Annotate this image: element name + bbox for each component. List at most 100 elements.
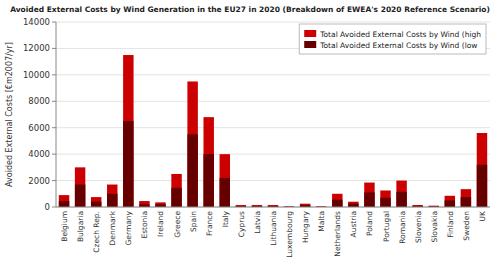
legend-swatch	[304, 30, 316, 37]
tick-label: Denmark	[108, 210, 117, 245]
title: Avoided External Costs by Wind Generatio…	[10, 5, 490, 14]
bar	[123, 121, 133, 207]
bar	[155, 202, 165, 207]
tick-label: UK	[478, 210, 487, 221]
axis-line	[56, 22, 57, 207]
tick-label: 4000	[28, 149, 50, 159]
tick-label: Spain	[189, 211, 198, 232]
bar	[332, 200, 342, 207]
bar	[477, 165, 487, 207]
bar	[380, 190, 390, 207]
tick-label: Malta	[317, 211, 326, 232]
bar	[75, 185, 85, 207]
tick-label: Bulgaria	[76, 211, 85, 242]
bar	[203, 154, 213, 207]
tick-label: Austria	[349, 211, 358, 238]
bar	[477, 133, 487, 207]
chart: Avoided External Costs by Wind Generatio…	[0, 0, 500, 267]
tick-mark	[52, 48, 56, 49]
tick-label: Cyprus	[237, 211, 246, 237]
tick-mark	[52, 180, 56, 181]
axis-line	[56, 207, 490, 208]
tick-label: 2000	[28, 176, 50, 186]
bar	[364, 192, 374, 207]
tick-label: 6000	[28, 123, 50, 133]
bar	[220, 178, 230, 207]
bar	[220, 154, 230, 207]
grid-line	[56, 180, 490, 181]
tick-label: Greece	[173, 211, 182, 238]
tick-label: Portugal	[382, 211, 391, 242]
tick-label: Sweden	[462, 211, 471, 241]
tick-label: 0	[45, 202, 50, 212]
tick-label: Romania	[398, 211, 407, 244]
bar	[187, 81, 197, 207]
bar	[461, 197, 471, 207]
y-axis: 0 2000 4000 6000 8000 10000 12000 14000	[23, 17, 490, 212]
bar	[364, 183, 374, 207]
tick-label: 10000	[23, 70, 50, 80]
tick-label: Belgium	[60, 211, 69, 242]
tick-label: 8000	[28, 96, 50, 106]
tick-label: Poland	[365, 211, 374, 236]
tick-label: Luxembourg	[285, 211, 294, 258]
bar	[396, 192, 406, 207]
tick-label: Latvia	[253, 211, 262, 234]
tick-label: Ireland	[156, 211, 165, 237]
tick-mark	[52, 101, 56, 102]
bar	[171, 174, 181, 207]
page: {"chart_data": {"type": "bar", "title": …	[0, 0, 500, 267]
bar	[187, 134, 197, 207]
grid-line	[56, 127, 490, 128]
tick-label: 14000	[23, 17, 50, 27]
tick-label: Italy	[221, 210, 230, 227]
grid-line	[56, 74, 490, 75]
bar	[380, 198, 390, 207]
bar	[445, 196, 455, 207]
bar	[461, 189, 471, 207]
bar	[59, 201, 69, 207]
tick-label: Estonia	[140, 211, 149, 239]
bar	[445, 200, 455, 207]
tick-label: Lithuania	[269, 211, 278, 246]
axis-label: Avoided External Costs [€m2007/yr]	[5, 42, 14, 187]
bar	[332, 194, 342, 207]
bar	[107, 194, 117, 207]
grid-line	[56, 101, 490, 102]
bar	[123, 55, 133, 207]
tick-label: Finland	[446, 211, 455, 238]
tick-label: Hungary	[301, 210, 310, 243]
tick-label: Czech Rep.	[92, 211, 101, 253]
bars	[59, 55, 487, 207]
bar	[203, 117, 213, 207]
tick-mark	[52, 127, 56, 128]
grid-line	[56, 22, 490, 23]
x-axis: Belgium Bulgaria Czech Rep. Denmark Germany E…	[60, 210, 487, 258]
bar	[75, 167, 85, 207]
bar	[107, 185, 117, 207]
legend-swatch	[304, 41, 316, 48]
legend: Total Avoided External Costs by Wind (hi…	[299, 24, 486, 54]
bar	[91, 202, 101, 207]
tick-label: Slovakia	[430, 211, 439, 243]
tick-label: 12000	[23, 43, 50, 53]
tick-mark	[52, 154, 56, 155]
bar	[396, 181, 406, 207]
legend-label: Total Avoided External Costs by Wind (hi…	[319, 30, 481, 39]
grid-line	[56, 154, 490, 155]
tick-label: Netherlands	[333, 211, 342, 257]
tick-label: Slovenia	[414, 211, 423, 243]
bar	[139, 201, 149, 207]
tick-mark	[52, 74, 56, 75]
legend-frame	[299, 24, 486, 54]
tick-mark	[52, 22, 56, 23]
tick-mark	[52, 207, 56, 208]
bar	[91, 197, 101, 207]
grid-line	[56, 207, 490, 208]
bar	[348, 202, 358, 207]
bar	[59, 195, 69, 207]
tick-label: France	[205, 211, 214, 236]
legend-label: Total Avoided External Costs by Wind (lo…	[319, 41, 477, 50]
bar	[171, 188, 181, 207]
tick-label: Germany	[124, 210, 133, 245]
